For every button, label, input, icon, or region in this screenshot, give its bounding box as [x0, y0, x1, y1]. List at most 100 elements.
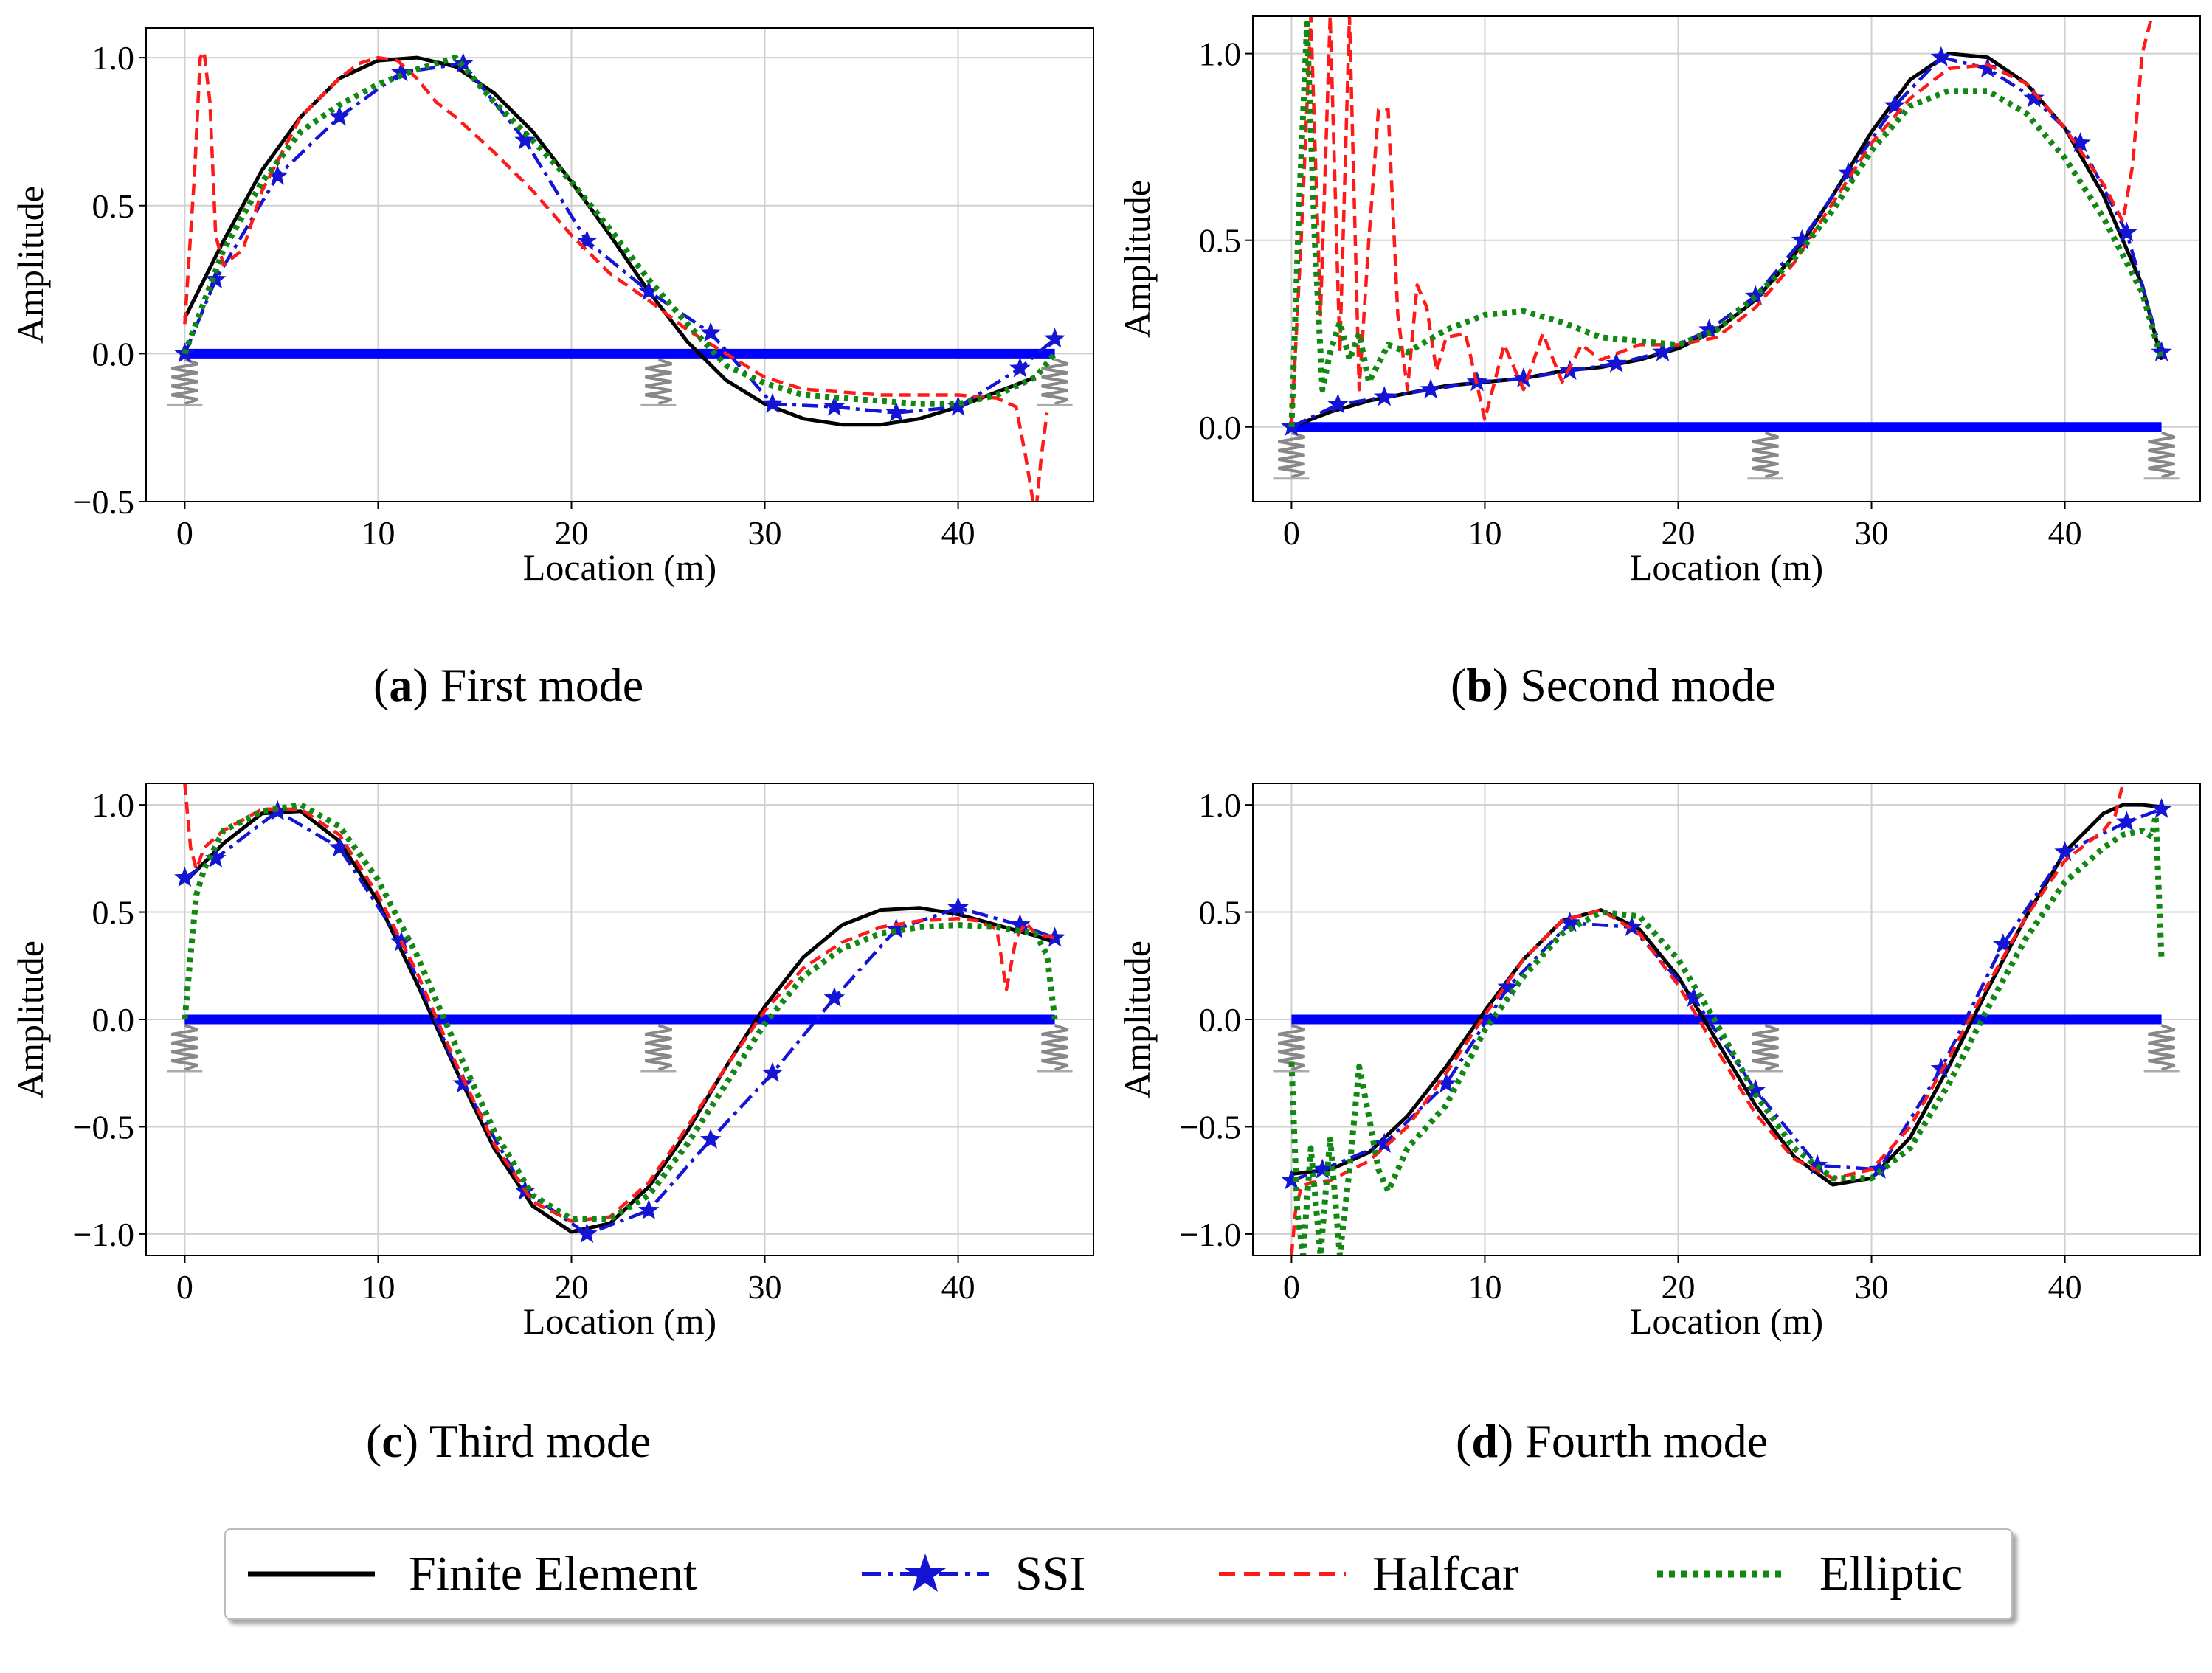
x-tick-label: 0 — [1283, 1268, 1300, 1306]
spring-support-icon — [1273, 1024, 1310, 1073]
caption-c: (c) Third mode — [366, 1415, 651, 1467]
ssi-star-marker — [638, 1199, 660, 1219]
plot-frame — [145, 27, 1094, 502]
ssi-star-marker — [1745, 1079, 1766, 1100]
x-tick-label: 40 — [2048, 514, 2082, 552]
x-tick-label: 20 — [554, 514, 588, 552]
spring-support-icon — [640, 358, 677, 406]
y-tick-label: −0.5 — [73, 1108, 134, 1146]
ssi-star-marker — [2151, 797, 2172, 818]
spring-coil — [1278, 431, 1306, 479]
y-tick-label: 0.0 — [1199, 409, 1242, 446]
caption-a-letter: a — [389, 659, 413, 711]
legend: Finite Element SSI Halfcar Elliptic — [224, 1528, 2013, 1620]
legend-key-ssi — [862, 1553, 989, 1592]
ssi-star-marker — [1992, 933, 2014, 954]
x-axis-label: Location (m) — [1630, 1300, 1823, 1342]
ssi-star-marker — [1373, 1132, 1395, 1153]
x-tick-label: 40 — [941, 1268, 975, 1306]
ssi-star-marker — [1621, 915, 1642, 936]
series-line-elliptic — [1288, 812, 2165, 1255]
caption-a: (a) First mode — [373, 659, 644, 711]
x-tick-label: 20 — [1661, 514, 1695, 552]
series-line-ssi — [1290, 807, 2163, 1182]
chart-c: 0 10 20 30 40 −1.0 −0.5 0.0 0.5 1.0 Location (m) Am… — [10, 783, 1094, 1342]
ssi-star-marker — [2070, 132, 2091, 153]
ssi-star-marker — [1698, 319, 1720, 339]
spring-support-icon — [167, 1024, 203, 1073]
x-tick-label: 10 — [361, 514, 395, 552]
ssi-star-marker — [514, 129, 536, 150]
ssi-star-marker — [1559, 912, 1580, 932]
series-line-elliptic — [182, 55, 1057, 407]
ssi-star-marker — [885, 401, 907, 422]
ssi-star-marker — [1327, 393, 1349, 414]
ssi-star-marker — [1652, 341, 1673, 361]
plot-frame — [145, 783, 1094, 1256]
spring-support-icon — [1037, 358, 1073, 406]
caption-d-letter: d — [1471, 1415, 1498, 1467]
x-tick-label: 40 — [941, 514, 975, 552]
ssi-star-marker — [390, 61, 412, 82]
chart-d: 0 10 20 30 40 −1.0 −0.5 0.0 0.5 1.0 Location (m) Am… — [1116, 783, 2201, 1342]
ssi-star-marker — [2116, 811, 2137, 831]
y-tick-label: −0.5 — [1180, 1108, 1241, 1146]
y-tick-label: 0.5 — [92, 187, 135, 225]
series-group — [1281, 16, 2172, 436]
series-line-finite-element — [183, 55, 1037, 427]
series-line-elliptic — [182, 802, 1058, 1222]
ssi-star-marker — [1435, 1073, 1457, 1093]
caption-d: (d) Fourth mode — [1456, 1415, 1769, 1467]
y-tick-label: 0.0 — [92, 335, 135, 373]
ssi-star-marker — [205, 847, 227, 867]
series-line-ssi — [184, 809, 1056, 1236]
spring-coil — [1041, 1024, 1069, 1071]
ssi-star-marker — [1009, 357, 1031, 378]
legend-key-halfcar — [1219, 1572, 1346, 1576]
spring-coil — [2148, 431, 2176, 479]
y-tick-label: 0.5 — [92, 894, 135, 932]
x-tick-label: 30 — [748, 1268, 782, 1306]
y-tick-label: −1.0 — [73, 1216, 134, 1253]
legend-label-ssi: SSI — [1015, 1547, 1086, 1601]
series-line-halfcar — [1290, 16, 2154, 427]
plot-frame — [1252, 15, 2201, 502]
ssi-star-marker — [1044, 926, 1065, 947]
legend-key-finite-element — [248, 1571, 375, 1577]
ssi-star-marker — [1009, 914, 1031, 935]
ssi-star-marker — [1373, 386, 1395, 406]
ssi-star-marker — [1420, 378, 1442, 399]
ssi-star-marker — [1930, 46, 1952, 66]
ssi-star-marker — [2151, 341, 2172, 361]
ssi-star-marker — [1806, 1154, 1828, 1174]
y-tick-label: 0.5 — [1199, 894, 1242, 932]
x-axis-label: Location (m) — [1630, 547, 1823, 588]
ssi-star-marker — [1497, 976, 1519, 997]
series-line-halfcar — [183, 49, 1049, 502]
ssi-star-marker — [1606, 352, 1627, 373]
plot-frame — [1252, 783, 2201, 1256]
y-axis-label: Amplitude — [1116, 180, 1158, 338]
spring-support-icon — [1747, 1024, 1783, 1073]
ssi-star-marker — [2023, 87, 2045, 108]
ssi-star-marker — [1044, 328, 1065, 348]
caption-b: (b) Second mode — [1451, 659, 1776, 711]
ssi-star-marker — [1683, 986, 1704, 1007]
caption-a-text: First mode — [440, 659, 644, 711]
ssi-star-marker — [1930, 1057, 1952, 1078]
caption-c-text: Third mode — [429, 1415, 651, 1467]
x-tick-label: 30 — [1855, 514, 1889, 552]
ssi-star-marker — [1884, 94, 1906, 115]
series-group — [1281, 783, 2172, 1255]
caption-d-text: Fourth mode — [1525, 1415, 1769, 1467]
ssi-star-marker — [1745, 285, 1766, 305]
spring-support-icon — [1273, 431, 1310, 480]
series-line-ssi — [1290, 55, 2163, 429]
x-tick-label: 0 — [1283, 514, 1300, 552]
caption-c-letter: c — [381, 1415, 403, 1467]
spring-support-icon — [640, 1024, 677, 1073]
ssi-star-marker — [1791, 229, 1813, 249]
chart-b: 0 10 20 30 40 0.0 0.5 1.0 Location (m) Amplitude — [1116, 15, 2201, 588]
ssi-star-marker — [328, 836, 350, 857]
